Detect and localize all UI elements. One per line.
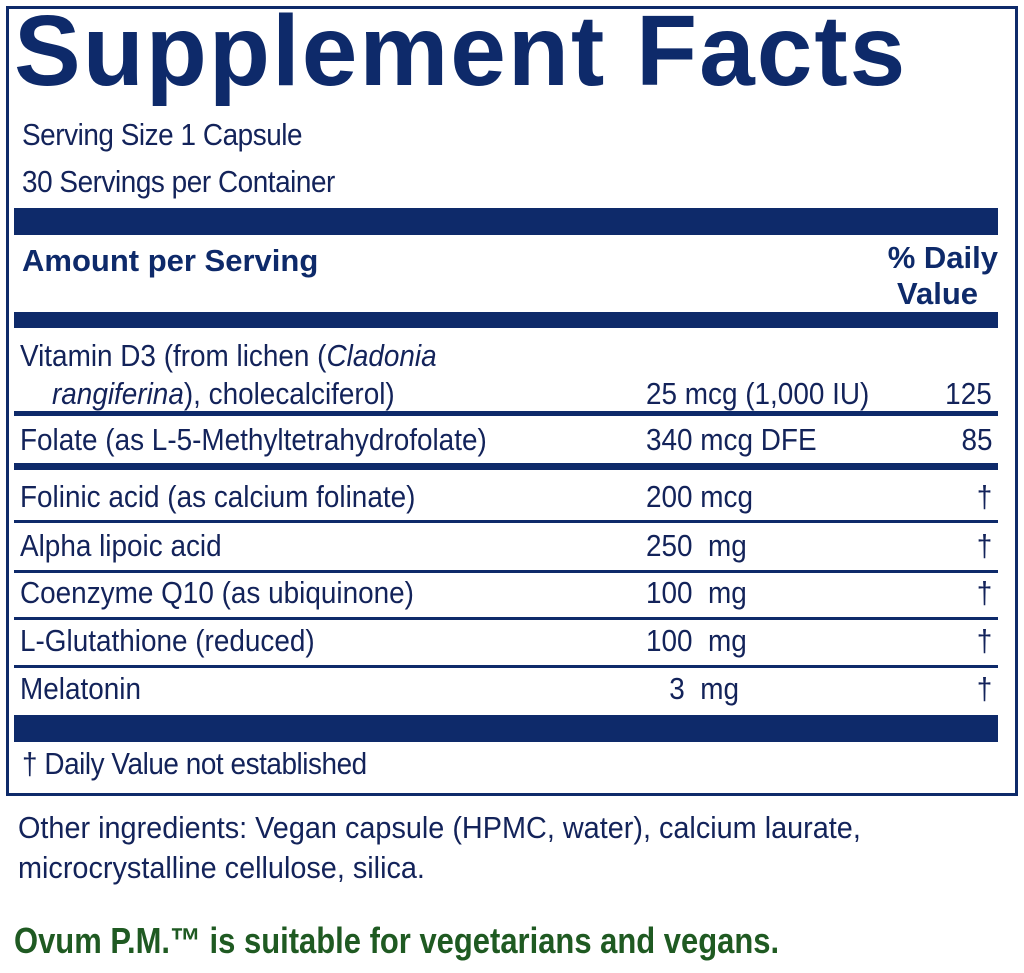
ingredient-name: Coenzyme Q10 (as ubiquinone) [20,575,414,610]
ingredient-dv: † [976,623,992,658]
divider [14,570,998,573]
divider [14,520,998,523]
ingredient-row: Melatonin 3 mg † [14,667,998,713]
ingredient-name: Folinic acid (as calcium folinate) [20,479,416,514]
servings-per-container: 30 Servings per Container [22,164,335,199]
serving-size: Serving Size 1 Capsule [22,117,303,152]
ingredient-amount: 100 mg [646,623,747,658]
dv-header-line1: % Daily [887,240,998,275]
ingredient-name: Folate (as L-5-Methyltetrahydrofolate) [20,422,487,457]
ingredient-amount: 340 mcg DFE [646,422,817,457]
divider [14,665,998,668]
divider [14,617,998,620]
ingredient-name: Vitamin D3 (from lichen (Cladonia [20,338,437,374]
vegan-statement: Ovum P.M.™ is suitable for vegetarians a… [14,920,780,961]
amount-per-serving-header: Amount per Serving [22,243,319,278]
divider [14,411,998,416]
ingredient-dv: † [976,528,992,563]
ingredient-row: Folinic acid (as calcium folinate) 200 mc… [14,475,998,521]
divider-bar [14,715,998,742]
ingredient-row: Folate (as L-5-Methyltetrahydrofolate) 34… [14,418,998,464]
ingredient-dv: † [976,671,992,706]
ingredient-amount: 100 mg [646,575,747,610]
ingredient-dv: 125 [945,376,992,411]
footnote: † Daily Value not established [22,746,367,781]
ingredient-amount: 200 mcg [646,479,754,514]
daily-value-header: % Daily Value [888,240,998,312]
name-part: ), cholecalciferol) [183,376,395,411]
ingredient-row-vitamin-d3: Vitamin D3 (from lichen (Cladonia rangif… [14,334,998,412]
ingredient-row: Coenzyme Q10 (as ubiquinone) 100 mg † [14,571,998,617]
name-part: Vitamin D3 (from lichen ( [20,338,327,373]
ingredient-amount: 25 mcg (1,000 IU) [646,376,870,411]
dv-header-line2: Value [897,276,978,311]
ingredient-name: L-Glutathione (reduced) [20,623,315,658]
name-italic: rangiferina [52,376,184,411]
ingredient-name: Melatonin [20,671,141,706]
supplement-facts-panel [6,6,1018,796]
divider-bar [14,312,998,328]
other-ingredients: Other ingredients: Vegan capsule (HPMC, … [18,810,861,885]
ingredient-dv: † [976,479,992,514]
ingredient-name: Alpha lipoic acid [20,528,222,563]
divider-bar [14,208,998,235]
name-italic: Cladonia [326,338,437,373]
ingredient-amount: 3 mg [646,671,740,706]
ingredient-name-cont: rangiferina), cholecalciferol) [52,376,395,412]
ingredient-dv: 85 [960,422,992,457]
ingredient-amount: 250 mg [646,528,747,563]
ingredient-row: Alpha lipoic acid 250 mg † [14,524,998,570]
divider [14,463,998,470]
panel-title: Supplement Facts [14,0,908,107]
ingredient-dv: † [976,575,992,610]
ingredient-row: L-Glutathione (reduced) 100 mg † [14,619,998,665]
